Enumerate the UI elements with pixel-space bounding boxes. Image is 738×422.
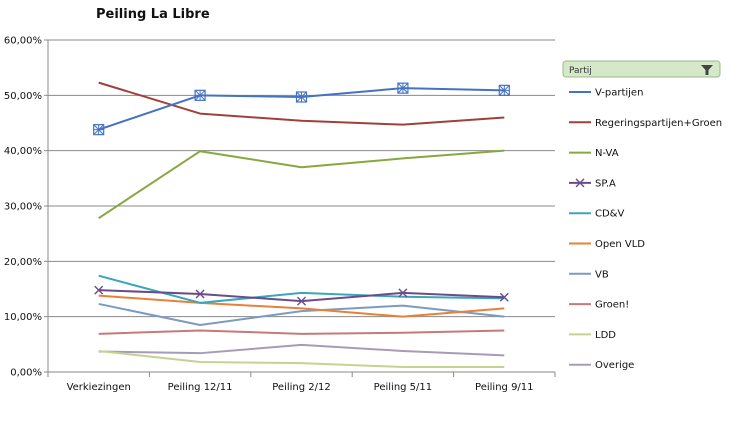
point-sp-a <box>499 292 509 302</box>
legend-marker <box>575 178 585 188</box>
x-tick-label: Peiling 9/11 <box>475 382 533 393</box>
point-sp-a <box>398 288 408 298</box>
series-line-n-va <box>98 149 505 220</box>
y-tick-label: 50,00% <box>4 91 42 102</box>
legend-item-open-vld[interactable]: Open VLD <box>569 239 645 250</box>
legend-item-sp-a[interactable]: SP.A <box>569 178 616 189</box>
legend-item-vb[interactable]: VB <box>569 269 609 280</box>
y-tick-label: 60,00% <box>4 36 42 47</box>
series-lines <box>93 81 510 369</box>
legend-filter-title: Partij <box>569 66 592 76</box>
legend-item-v-partijen[interactable]: V-partijen <box>569 88 643 99</box>
series-groen <box>98 329 505 335</box>
point-sp-a <box>94 285 104 295</box>
y-tick-label: 10,00% <box>4 312 42 323</box>
legend-item-groen[interactable]: Groen! <box>569 300 629 311</box>
legend-item-overige[interactable]: Overige <box>569 360 634 371</box>
legend-label: V-partijen <box>595 88 643 99</box>
legend-filter-box[interactable] <box>562 60 721 78</box>
legend-item-ldd[interactable]: LDD <box>569 330 616 341</box>
axes: 0,00% 10,00% 20,00% 30,00% 40,00% 50,00% 60,00… <box>4 36 556 393</box>
point-sp-a <box>195 289 205 299</box>
legend-label: N-VA <box>595 148 619 159</box>
x-tick-label: Peiling 5/11 <box>374 382 432 393</box>
y-tick-label: 30,00% <box>4 202 42 213</box>
x-tick-label: Peiling 2/12 <box>272 382 330 393</box>
series-vb <box>98 302 505 326</box>
point-sp-a <box>297 296 306 306</box>
legend-label: SP.A <box>595 178 616 189</box>
y-tick-label: 40,00% <box>4 146 42 157</box>
point-v-partijen <box>397 82 409 94</box>
legend-item-cd-v[interactable]: CD&V <box>569 209 624 220</box>
series-overige <box>98 343 505 357</box>
legend-item-n-va[interactable]: N-VA <box>569 148 619 159</box>
chart-title: Peiling La Libre <box>96 7 210 22</box>
series-cd-v <box>98 274 505 304</box>
series-sp-a <box>94 285 509 306</box>
series-line-vb <box>98 302 505 326</box>
series-line-cd-v <box>98 274 505 304</box>
point-v-partijen <box>295 91 308 103</box>
filter-icon[interactable] <box>701 65 713 75</box>
legend: Partij V-partijen Regeringspartijen+Groen… <box>562 60 722 371</box>
point-v-partijen <box>93 124 105 136</box>
y-tick-label: 20,00% <box>4 257 42 268</box>
legend-label: LDD <box>595 330 616 341</box>
legend-label: Regeringspartijen+Groen <box>595 118 722 129</box>
series-line-overige <box>98 343 505 357</box>
legend-item-regeringspartijen-groen[interactable]: Regeringspartijen+Groen <box>569 118 722 129</box>
point-v-partijen <box>498 84 510 96</box>
legend-label: CD&V <box>595 209 624 220</box>
series-open-vld <box>98 294 505 318</box>
legend-filter-header[interactable]: Partij <box>562 60 721 78</box>
series-line-open-vld <box>98 294 505 318</box>
series-v-partijen <box>93 82 510 136</box>
legend-label: Groen! <box>595 300 629 311</box>
series-regeringspartijen-groen <box>98 81 505 126</box>
legend-label: Open VLD <box>595 239 645 250</box>
series-line-groen <box>98 329 505 335</box>
x-tick-label: Peiling 12/11 <box>168 382 233 393</box>
series-ldd <box>98 349 505 369</box>
series-n-va <box>98 149 505 220</box>
x-tick-label: Verkiezingen <box>67 382 131 393</box>
legend-label: VB <box>595 269 609 280</box>
point-v-partijen <box>194 89 206 101</box>
gridlines <box>48 39 555 318</box>
y-tick-label: 0,00% <box>10 368 42 379</box>
legend-label: Overige <box>595 360 634 371</box>
